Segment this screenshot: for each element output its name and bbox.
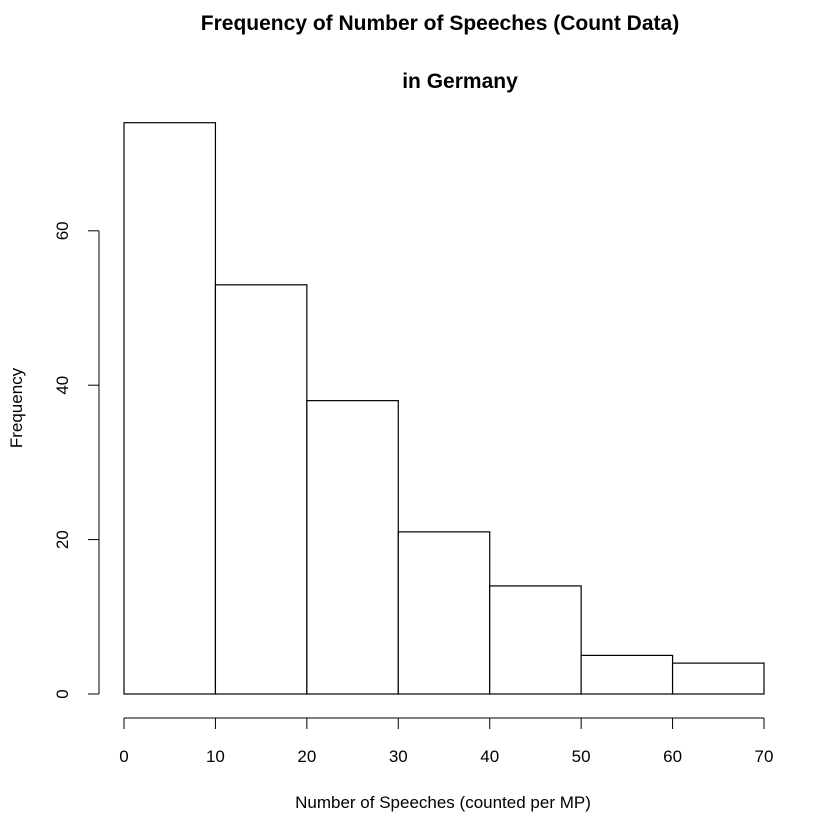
bar-10-20 [214,284,308,695]
x-tick-label-50: 50 [572,747,591,766]
x-tick-label-70: 70 [755,747,774,766]
y-tick-label-20: 20 [53,530,72,549]
x-tick-label-10: 10 [206,747,225,766]
bar-20-30 [306,400,399,695]
bar-60-70 [671,662,765,695]
bar-50-60 [580,654,674,695]
x-axis: 0 10 20 30 40 50 60 70 [119,717,774,766]
y-tick-label-0: 0 [53,689,72,698]
x-tick-label-40: 40 [480,747,499,766]
bar-40-50 [489,585,582,695]
bar-30-40 [397,531,491,695]
x-tick-label-0: 0 [119,747,128,766]
x-axis-label: Number of Speeches (counted per MP) [295,793,591,812]
y-tick-label-40: 40 [53,376,72,395]
y-tick-label-60: 60 [53,221,72,240]
x-tick-label-30: 30 [389,747,408,766]
x-tick-label-60: 60 [663,747,682,766]
y-axis-label: Frequency [7,367,26,448]
chart-subtitle: in Germany [402,70,518,93]
bar-0-10 [123,122,217,695]
y-axis: 0 20 40 60 [53,221,100,699]
bars-group [123,122,765,695]
x-tick-label-20: 20 [297,747,316,766]
chart-title: Frequency of Number of Speeches (Count D… [201,12,679,35]
